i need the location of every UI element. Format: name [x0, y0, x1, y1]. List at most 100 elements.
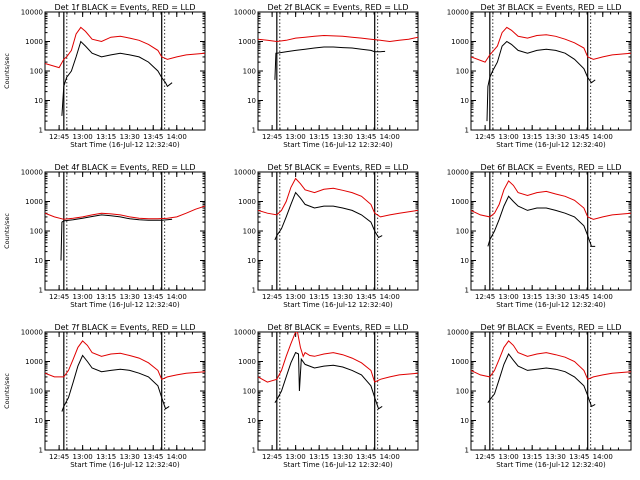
x-tick-label: 13:15: [309, 293, 329, 301]
plot-frame: [470, 11, 632, 131]
x-tick-label: 13:00: [499, 293, 519, 301]
x-tick-label: 13:30: [120, 133, 140, 141]
x-tick-label: 12:45: [262, 133, 282, 141]
series-lld-line: [471, 180, 631, 220]
x-tick-label: 13:15: [309, 133, 329, 141]
x-axis-label: Start Time (16-Jul-12 12:32:40): [70, 461, 180, 469]
y-axis-label: Counts/sec: [3, 213, 11, 249]
y-tick-label: 100: [30, 388, 43, 396]
chart-title: Det 1f BLACK = Events, RED = LLD: [54, 3, 195, 12]
x-tick-label: 13:45: [569, 453, 589, 461]
y-tick-label: 10000: [447, 9, 469, 17]
chart-title: Det 5f BLACK = Events, RED = LLD: [267, 163, 408, 172]
y-tick-label: 1: [465, 287, 469, 295]
y-tick-label: 100: [243, 388, 256, 396]
x-tick-label: 13:30: [546, 453, 566, 461]
y-tick-label: 10: [34, 417, 43, 425]
y-tick-label: 10: [34, 257, 43, 265]
x-axis-label: Start Time (16-Jul-12 12:32:40): [496, 141, 606, 149]
y-tick-label: 1000: [451, 198, 469, 206]
x-tick-label: 13:00: [286, 133, 306, 141]
y-tick-label: 1000: [238, 38, 256, 46]
x-tick-label: 13:00: [286, 293, 306, 301]
series-lld-line: [258, 332, 418, 383]
x-tick-label: 12:45: [475, 133, 495, 141]
x-tick-label: 13:15: [96, 133, 116, 141]
chart-title: Det 3f BLACK = Events, RED = LLD: [480, 3, 621, 12]
chart-panel-2: Det 2f BLACK = Events, RED = LLD 1 10 100 10…: [234, 3, 419, 149]
series-events-line: [61, 354, 170, 412]
y-tick-label: 1000: [238, 198, 256, 206]
series-events-line: [487, 353, 596, 408]
x-tick-label: 13:00: [499, 133, 519, 141]
x-axis-label: Start Time (16-Jul-12 12:32:40): [283, 301, 393, 309]
x-tick-label: 13:15: [309, 453, 329, 461]
x-tick-label: 13:15: [96, 453, 116, 461]
x-tick-label: 14:00: [167, 453, 187, 461]
y-tick-label: 10000: [447, 329, 469, 337]
x-tick-label: 12:45: [49, 293, 69, 301]
x-tick-label: 14:00: [380, 133, 400, 141]
series-lld-line: [471, 26, 631, 63]
x-axis-label: Start Time (16-Jul-12 12:32:40): [70, 301, 180, 309]
y-tick-label: 1: [39, 447, 43, 455]
x-tick-label: 14:00: [380, 453, 400, 461]
x-tick-label: 13:45: [143, 293, 163, 301]
series-lld-line: [45, 205, 205, 220]
series-events-line: [61, 40, 173, 116]
x-tick-label: 12:45: [262, 453, 282, 461]
x-tick-label: 13:30: [333, 133, 353, 141]
chart-panel-9: Det 9f BLACK = Events, RED = LLD 1 10 100 10…: [447, 323, 632, 469]
plot-frame: [44, 171, 206, 291]
x-tick-label: 13:00: [73, 133, 93, 141]
y-tick-label: 10000: [234, 169, 256, 177]
y-tick-label: 10: [460, 417, 469, 425]
x-axis-label: Start Time (16-Jul-12 12:32:40): [283, 461, 393, 469]
x-tick-label: 13:45: [143, 133, 163, 141]
series-lld-line: [258, 34, 418, 43]
chart-panel-3: Det 3f BLACK = Events, RED = LLD 1 10 100 10…: [447, 3, 632, 149]
y-tick-label: 10000: [21, 169, 43, 177]
x-tick-label: 13:30: [546, 293, 566, 301]
y-tick-label: 10000: [234, 9, 256, 17]
x-tick-label: 13:00: [499, 453, 519, 461]
chart-title: Det 2f BLACK = Events, RED = LLD: [267, 3, 408, 12]
x-tick-label: 13:45: [143, 453, 163, 461]
y-tick-label: 100: [456, 388, 469, 396]
y-tick-label: 1: [252, 447, 256, 455]
series-lld-line: [258, 177, 418, 218]
x-tick-label: 12:45: [49, 453, 69, 461]
x-tick-label: 13:30: [546, 133, 566, 141]
x-tick-label: 13:00: [286, 453, 306, 461]
y-tick-label: 1000: [238, 358, 256, 366]
series-events-line: [274, 191, 383, 241]
series-events-line: [60, 214, 173, 261]
x-tick-label: 12:45: [475, 293, 495, 301]
chart-panel-4: Det 4f BLACK = Events, RED = LLD 1 10 100 10…: [3, 163, 206, 309]
x-tick-label: 13:45: [356, 133, 376, 141]
x-tick-label: 14:00: [380, 293, 400, 301]
y-tick-label: 1000: [451, 358, 469, 366]
series-events-line: [487, 195, 596, 247]
x-axis-label: Start Time (16-Jul-12 12:32:40): [496, 461, 606, 469]
y-axis-label: Counts/sec: [3, 53, 11, 89]
y-tick-label: 10: [247, 257, 256, 265]
series-lld-line: [45, 26, 205, 69]
y-tick-label: 10: [247, 417, 256, 425]
y-tick-label: 10: [460, 257, 469, 265]
chart-panel-6: Det 6f BLACK = Events, RED = LLD 1 10 100 10…: [447, 163, 632, 309]
y-tick-label: 1000: [451, 38, 469, 46]
y-tick-label: 1000: [25, 38, 43, 46]
x-tick-label: 13:15: [522, 133, 542, 141]
series-lld-line: [45, 340, 205, 380]
x-tick-label: 13:15: [522, 453, 542, 461]
y-tick-label: 1000: [25, 358, 43, 366]
chart-title: Det 9f BLACK = Events, RED = LLD: [480, 323, 621, 332]
y-tick-label: 1: [39, 287, 43, 295]
y-tick-label: 100: [243, 68, 256, 76]
x-tick-label: 13:45: [569, 293, 589, 301]
x-axis-label: Start Time (16-Jul-12 12:32:40): [283, 141, 393, 149]
series-events-line: [486, 40, 596, 122]
y-tick-label: 100: [243, 228, 256, 236]
x-tick-label: 14:00: [593, 293, 613, 301]
